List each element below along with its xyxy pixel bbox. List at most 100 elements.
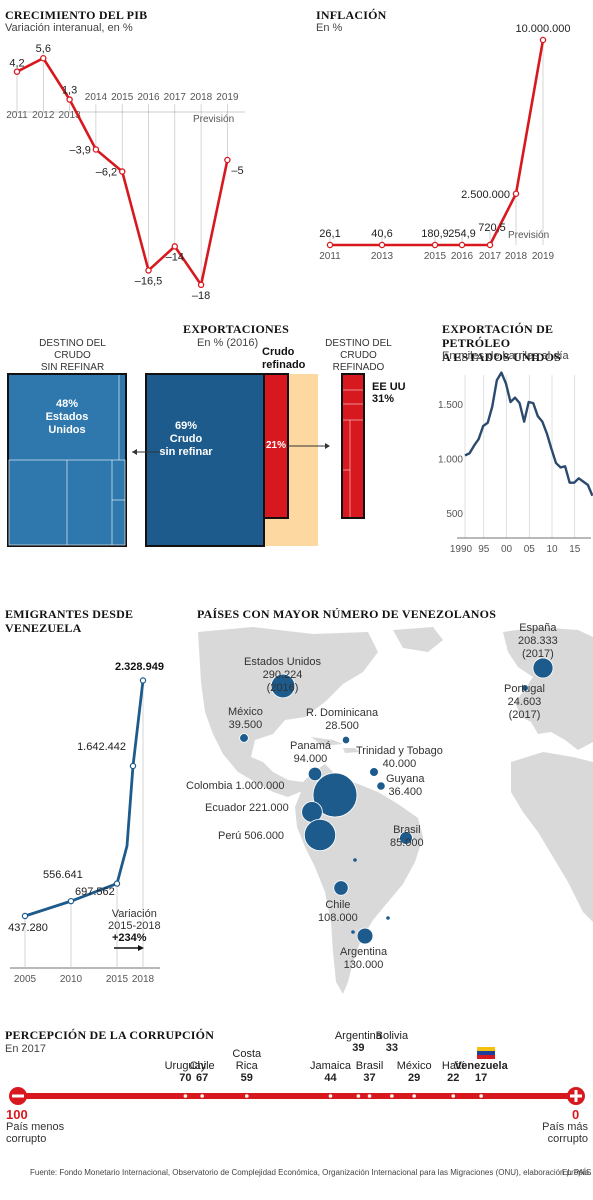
pib-data-label: –6,2: [96, 167, 117, 179]
right-destination-box: [341, 373, 365, 519]
country-bubble: [376, 781, 386, 791]
emi-x-tick: 2010: [60, 974, 83, 985]
oil-x-tick: 15: [569, 544, 581, 555]
inf-year-tick: 2018: [505, 251, 528, 262]
source-note: Fuente: Fondo Monetario Internacional, O…: [30, 1168, 592, 1177]
country-label: R. Dominicana 28.500: [306, 707, 379, 732]
pib-year-tick: 2016: [137, 92, 160, 103]
emi-x-tick: 2015: [106, 974, 129, 985]
corruption-marker: [328, 1094, 333, 1098]
pib-data-label: 1,3: [62, 85, 77, 97]
corruption-marker: [367, 1094, 372, 1098]
variation-arrow: [114, 945, 144, 951]
mapa-title: PAÍSES CON MAYOR NÚMERO DE VENEZOLANOS: [197, 607, 497, 621]
greenland-land: [393, 627, 443, 652]
corruption-country-name: Jamaica: [309, 1060, 351, 1072]
emigrantes-title: EMIGRANTES DESDE VENEZUELA: [5, 607, 134, 635]
inflacion-chart: 2011 2013 2015 2016 2017 2018 2019 26,1 40,6 180,…: [319, 23, 570, 262]
minor-bubble: [353, 858, 357, 862]
inf-data-label: 180,9: [421, 228, 449, 240]
country-label: Panamá 94.000: [290, 740, 331, 765]
corruption-country-score: 67: [196, 1072, 209, 1084]
corruption-marker: [412, 1094, 416, 1098]
pib-data-label: –14: [166, 251, 184, 263]
pib-title: CRECIMIENTO DEL PIB: [5, 8, 148, 22]
corruption-country-score: 39: [352, 1042, 365, 1054]
corruption-marker: [200, 1094, 204, 1098]
country-bubble: [521, 684, 529, 692]
corruption-country-name: Brasil: [355, 1060, 384, 1072]
country-bubble: [356, 927, 374, 945]
corruption-marker: [356, 1094, 361, 1098]
country-label: Guyana 36.400: [386, 773, 425, 798]
pib-data-label: 5,6: [36, 43, 51, 55]
brand-label: EL PAÍS: [562, 1168, 592, 1177]
country-label: Portugal 24.603 (2017): [504, 683, 545, 721]
corruption-country-score: 37: [363, 1072, 376, 1084]
main-box-label: 69% Crudo sin refinar: [146, 420, 226, 459]
corruption-marker: [244, 1094, 249, 1098]
more-corrupt-label: País más corrupto: [542, 1121, 588, 1145]
exportaciones-title: EXPORTACIONES: [183, 322, 289, 336]
inf-point: [326, 241, 334, 249]
emi-data-label: 437.280: [8, 922, 48, 934]
country-bubble: [399, 831, 413, 845]
left-box-label: 48% Estados Unidos: [9, 398, 125, 437]
pib-point: [92, 146, 100, 153]
pib-point: [40, 54, 47, 62]
emi-point: [129, 762, 137, 770]
europe-land: [503, 627, 593, 750]
corruption-country-name: Bolivia: [375, 1030, 409, 1042]
corruption-country-score: 29: [408, 1072, 421, 1084]
pib-point: [145, 267, 152, 274]
inf-year-tick: 2017: [479, 251, 502, 262]
pib-year-tick: 2014: [85, 92, 108, 103]
emi-x-tick: 2018: [132, 974, 155, 985]
pib-year-tick: 2012: [32, 110, 55, 121]
country-bubble: [369, 767, 379, 777]
oil-y-tick: 1.500: [438, 400, 463, 411]
emi-point: [67, 897, 75, 905]
inf-point: [378, 241, 386, 249]
pib-subtitle: Variación interanual, en %: [5, 22, 133, 34]
inf-year-tick: 2013: [371, 251, 394, 262]
corruption-country-name: Haití: [441, 1060, 465, 1072]
inf-data-label: 254,9: [448, 228, 476, 240]
pib-chart: 2011 2012 2013 2014 2015 2016 2017 2018 2019 4,2 5…: [6, 43, 245, 302]
oil-y-tick: 500: [446, 509, 463, 520]
emi-series-line: [24, 680, 145, 918]
inflacion-forecast-label: Previsión: [508, 230, 550, 241]
exportaciones-chart: [7, 373, 365, 547]
corruption-country: Chile 67: [172, 1060, 232, 1084]
pib-data-label: –16,5: [135, 275, 163, 287]
petroleo-title: EXPORTACIÓN DE PETRÓLEO A ESTADOS UNIDOS: [442, 322, 562, 364]
minor-bubble: [351, 930, 355, 934]
country-bubble: [239, 733, 249, 743]
inf-point: [458, 241, 466, 249]
country-bubble: [307, 766, 323, 782]
country-label: Chile 108.000: [318, 899, 358, 924]
corruption-marker: [183, 1094, 188, 1098]
left-destination-header: DESTINO DEL CRUDO SIN REFINAR: [39, 338, 106, 373]
pib-year-tick: 2017: [164, 92, 187, 103]
corrupcion-subtitle: En 2017: [5, 1043, 46, 1055]
pib-point: [13, 68, 21, 75]
petroleo-chart: 500 1.000 1.500 1990 95 00 05 10 15: [438, 371, 593, 555]
inf-data-label: 10.000.000: [515, 23, 570, 35]
corruption-country-name: Costa Rica: [232, 1048, 262, 1072]
more-corrupt-value: 0: [572, 1107, 580, 1122]
pib-year-tick: 2013: [58, 110, 81, 121]
emi-data-label: 556.641: [43, 869, 83, 881]
country-label: Ecuador 221.000: [205, 802, 289, 814]
country-label: México 39.500: [228, 706, 263, 731]
pib-point: [197, 281, 205, 289]
left-box-pct: 48%: [55, 398, 79, 410]
pib-point: [171, 243, 179, 250]
country-label: Argentina 130.000: [340, 946, 388, 971]
variation-value: +234%: [112, 932, 147, 944]
pib-point: [66, 96, 73, 103]
oil-x-tick: 00: [501, 544, 513, 555]
corruption-country: Costa Rica 59: [217, 1048, 277, 1084]
minor-bubble: [386, 916, 390, 920]
corruption-country: México 29: [384, 1060, 444, 1084]
